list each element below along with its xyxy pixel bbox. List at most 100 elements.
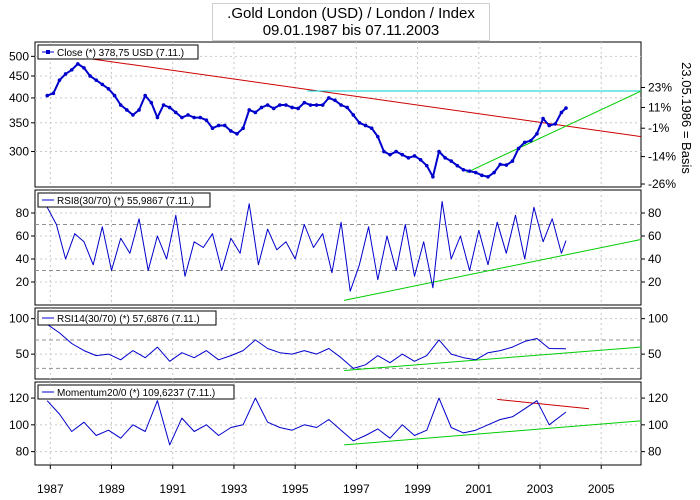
data-point (284, 103, 288, 107)
data-point (45, 93, 50, 98)
trend-line (466, 90, 642, 174)
data-point (327, 96, 331, 100)
data-point (510, 159, 515, 163)
data-point (357, 121, 362, 125)
data-point (63, 72, 68, 76)
y-tick-label-right: -14% (648, 150, 676, 164)
chart-title: .Gold London (USD) / London / Index (227, 5, 475, 22)
data-point (229, 129, 233, 133)
data-point (94, 78, 99, 82)
legend-box (37, 192, 211, 208)
data-point (210, 126, 215, 131)
y-tick-label-right: 60 (648, 229, 662, 243)
data-point (180, 115, 184, 120)
x-tick-label: 1993 (221, 482, 248, 496)
data-point (112, 93, 117, 98)
x-tick-label: 2001 (465, 482, 492, 496)
y-tick-label-left: 300 (9, 145, 29, 159)
legend-marker (46, 50, 50, 54)
y-tick-label-right: 40 (648, 252, 662, 266)
data-point (522, 140, 527, 145)
data-point (535, 131, 539, 136)
y-tick-label-left: 350 (9, 116, 29, 130)
y-tick-label-left: 40 (16, 252, 30, 266)
data-point (467, 169, 472, 173)
legend-price: Close (*) 378,75 USD (7.11.) (37, 44, 199, 60)
data-point (290, 105, 294, 110)
data-point (100, 82, 105, 87)
data-point (492, 170, 496, 175)
x-tick-label: 1991 (159, 482, 186, 496)
data-point (375, 134, 380, 139)
data-point (173, 110, 178, 115)
y-tick-label-right: 120 (648, 391, 668, 405)
data-point (400, 152, 405, 157)
legend-box (37, 384, 235, 400)
data-point (363, 123, 368, 128)
data-point (241, 126, 245, 131)
legend-momentum: Momentum20/0 (*) 109,6237 (7.11.) (37, 384, 235, 400)
data-point (216, 123, 221, 128)
data-point (504, 163, 509, 167)
y-tick-label-left: 100 (9, 418, 29, 432)
data-point (155, 115, 160, 120)
legend-rsi8: RSI8(30/70) (*) 55,9867 (7.11.) (37, 192, 211, 208)
data-point (339, 103, 343, 107)
data-point (69, 68, 74, 72)
data-point (106, 87, 111, 91)
y-tick-label-left: 500 (9, 49, 29, 63)
data-point (271, 106, 276, 111)
data-point (296, 106, 301, 111)
data-point (547, 123, 551, 128)
data-point (259, 105, 264, 110)
legend-rsi14: RSI14(30/70) (*) 57,6876 (7.11.) (37, 310, 217, 326)
y-tick-label-left: 80 (16, 445, 30, 459)
x-tick-label: 1997 (343, 482, 370, 496)
x-tick-label: 1987 (37, 482, 64, 496)
data-point (406, 156, 411, 160)
data-point (455, 163, 460, 168)
data-point (51, 91, 56, 96)
data-point (125, 108, 129, 112)
y-tick-label-right: 11% (648, 100, 671, 114)
data-point (131, 113, 135, 117)
x-axis: 1987 1989 1991 1993 1995 1997 1999 2001 2003 2005 (37, 465, 615, 496)
data-point (486, 174, 490, 179)
legend-label: RSI14(30/70) (*) 57,6876 (7.11.) (57, 314, 200, 325)
chart-subtitle: 09.01.1987 bis 07.11.2003 (262, 22, 440, 39)
data-point (308, 103, 313, 107)
chart-title-box: .Gold London (USD) / London / Index 09.0… (212, 3, 490, 41)
data-point (559, 110, 564, 115)
y-tick-label-right: -1% (648, 121, 670, 135)
data-point (253, 110, 258, 115)
panel-rsi8: 80 60 40 20 80 60 40 20 RSI8(30/70) (*) 55,9867 … (16, 189, 662, 306)
data-point (88, 74, 92, 78)
data-point (553, 122, 558, 126)
data-point (320, 103, 325, 107)
data-point (333, 98, 337, 103)
y-tick-label-left: 100 (9, 312, 29, 326)
y-tick-label-left: 80 (16, 206, 30, 220)
right-axis-label: 23.05.1986 = Basis (679, 62, 694, 174)
trend-line (344, 238, 642, 301)
data-point (473, 170, 478, 175)
data-point (461, 167, 466, 172)
data-point (345, 105, 349, 110)
data-point (204, 118, 209, 122)
x-tick-label: 2003 (527, 482, 554, 496)
x-tick-label: 1995 (282, 482, 309, 496)
data-point (302, 100, 307, 105)
data-point (369, 126, 374, 131)
data-point (149, 100, 154, 105)
y-tick-label-left: 50 (16, 347, 30, 361)
data-point (118, 103, 123, 107)
y-tick-label-left: 60 (16, 229, 30, 243)
series-line-rsi8 (46, 201, 567, 292)
data-point (57, 78, 62, 82)
legend-label: Momentum20/0 (*) 109,6237 (7.11.) (57, 388, 215, 399)
data-point (222, 123, 227, 128)
trend-line (344, 346, 642, 371)
data-point (437, 149, 441, 154)
data-point (431, 174, 435, 179)
